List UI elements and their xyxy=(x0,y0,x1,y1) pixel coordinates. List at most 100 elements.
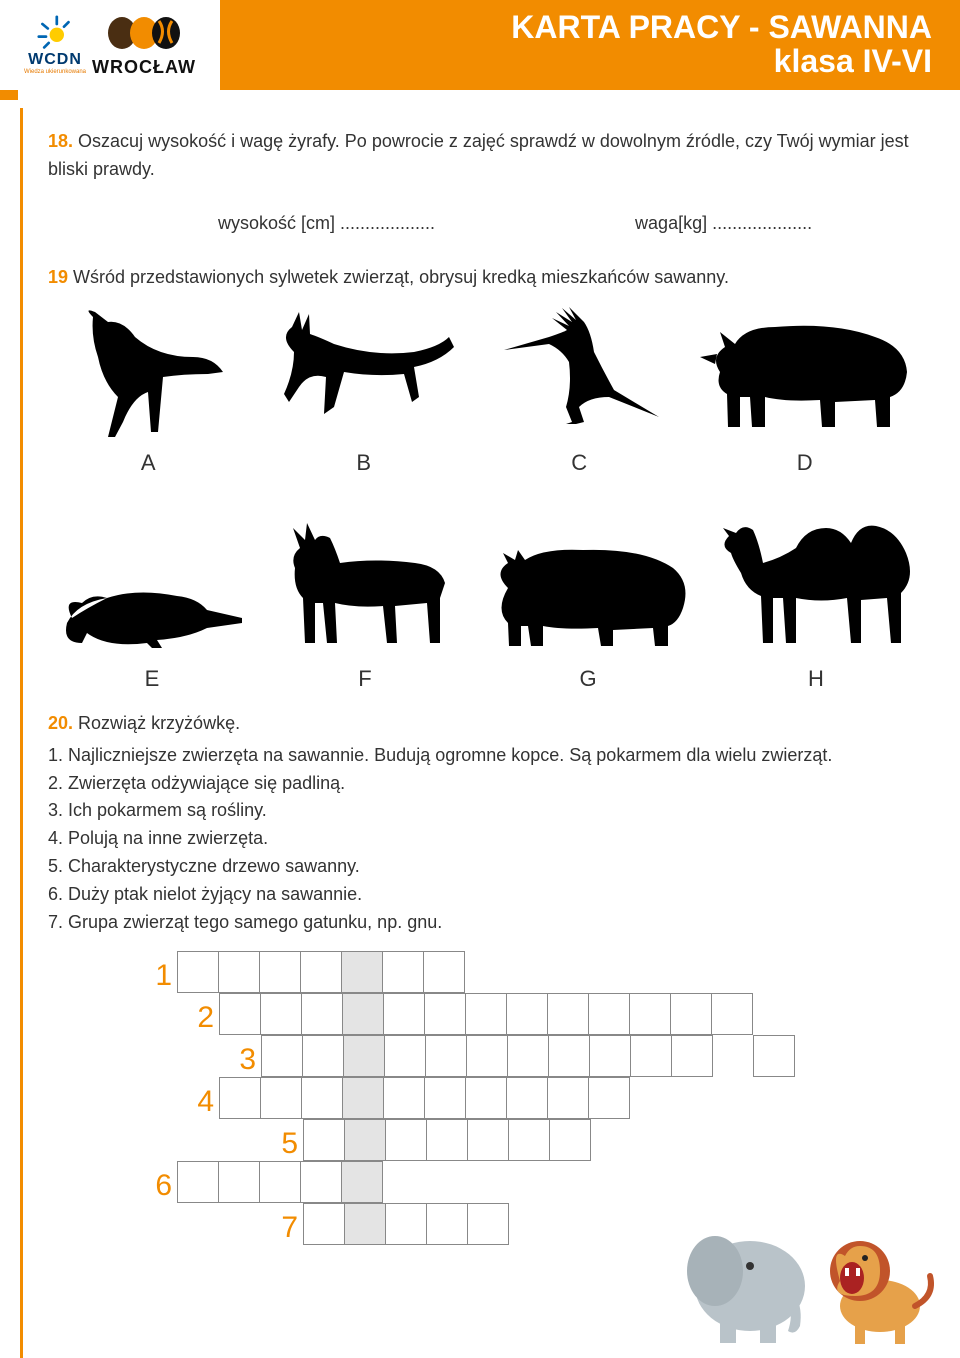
crossword-cell[interactable] xyxy=(385,1119,427,1161)
height-field[interactable]: wysokość [cm] ................... xyxy=(218,210,435,238)
crossword-cell[interactable] xyxy=(384,1035,426,1077)
label-c: C xyxy=(494,446,664,480)
crossword-row-4[interactable]: 4 xyxy=(220,1077,630,1119)
crossword-cell[interactable] xyxy=(342,993,384,1035)
crossword-cell[interactable] xyxy=(589,1035,631,1077)
crossword-cell[interactable] xyxy=(425,1035,467,1077)
crossword-cell[interactable] xyxy=(507,1035,549,1077)
crossword-row-3[interactable]: 3 xyxy=(262,1035,795,1077)
crossword-cell[interactable] xyxy=(549,1119,591,1161)
crossword-cell[interactable] xyxy=(303,1119,345,1161)
crossword-num-4: 4 xyxy=(180,1079,214,1126)
crossword-cell[interactable] xyxy=(753,1035,795,1077)
accent-strip xyxy=(0,90,18,100)
crossword-cell[interactable] xyxy=(261,1035,303,1077)
crossword-cell[interactable] xyxy=(465,1077,507,1119)
crossword-cell[interactable] xyxy=(630,1035,672,1077)
question-19: 19 Wśród przedstawionych sylwetek zwierz… xyxy=(48,264,930,292)
crossword-cell[interactable] xyxy=(548,1035,590,1077)
crossword-cell[interactable] xyxy=(383,1077,425,1119)
crossword-cell[interactable] xyxy=(344,1203,386,1245)
animal-d[interactable]: D xyxy=(695,302,915,480)
label-h: H xyxy=(711,662,921,696)
crossword-cell[interactable] xyxy=(342,1077,384,1119)
crossword-cell[interactable] xyxy=(629,993,671,1035)
crossword-cell[interactable] xyxy=(426,1203,468,1245)
q18-number: 18. xyxy=(48,131,73,151)
crossword-cell[interactable] xyxy=(341,951,383,993)
rhino-silhouette xyxy=(695,302,915,442)
crossword-cell[interactable] xyxy=(385,1203,427,1245)
question-20: 20. Rozwiąż krzyżówkę. 1. Najliczniejsze… xyxy=(48,710,930,937)
crossword-cell[interactable] xyxy=(424,993,466,1035)
animal-c[interactable]: C xyxy=(494,302,664,480)
crossword-cell[interactable] xyxy=(466,1035,508,1077)
sun-icon xyxy=(37,15,73,51)
crossword-cell[interactable] xyxy=(383,993,425,1035)
measure-fields: wysokość [cm] ................... waga[k… xyxy=(48,210,930,238)
crossword-cell[interactable] xyxy=(547,1077,589,1119)
clue-4: 4. Polują na inne zwierzęta. xyxy=(48,825,930,853)
crossword-row-2[interactable]: 2 xyxy=(220,993,753,1035)
zebra-silhouette xyxy=(265,508,465,658)
crossword-cell[interactable] xyxy=(300,1161,342,1203)
label-g: G xyxy=(483,662,693,696)
crossword-cell[interactable] xyxy=(343,1035,385,1077)
crossword-cell[interactable] xyxy=(300,951,342,993)
crossword-cell[interactable] xyxy=(301,1077,343,1119)
label-f: F xyxy=(265,662,465,696)
crossword-cell[interactable] xyxy=(177,1161,219,1203)
crossword-cell[interactable] xyxy=(508,1119,550,1161)
crossword-cell[interactable] xyxy=(547,993,589,1035)
crossword-row-5[interactable]: 5 xyxy=(304,1119,591,1161)
crossword-cell[interactable] xyxy=(260,1077,302,1119)
crossword-cell[interactable] xyxy=(259,951,301,993)
zoo-label: WROCŁAW xyxy=(92,57,196,78)
crossword-cell[interactable] xyxy=(303,1203,345,1245)
crossword-cell[interactable] xyxy=(218,951,260,993)
label-e: E xyxy=(57,662,247,696)
animal-f[interactable]: F xyxy=(265,508,465,696)
crossword-cell[interactable] xyxy=(382,951,424,993)
crossword-cell[interactable] xyxy=(218,1161,260,1203)
left-accent-bar xyxy=(20,108,23,1358)
corner-illustration xyxy=(680,1186,940,1346)
animal-g[interactable]: G xyxy=(483,528,693,696)
crossword-cell[interactable] xyxy=(588,1077,630,1119)
crossword-cell[interactable] xyxy=(670,993,712,1035)
crossword-cell[interactable] xyxy=(506,993,548,1035)
crossword-cell[interactable] xyxy=(465,993,507,1035)
animal-e[interactable]: E xyxy=(57,548,247,696)
crossword-cell[interactable] xyxy=(424,1077,466,1119)
crossword-cell[interactable] xyxy=(302,1035,344,1077)
crossword-cell[interactable] xyxy=(259,1161,301,1203)
crossword-cell[interactable] xyxy=(467,1119,509,1161)
crossword-row-6[interactable]: 6 xyxy=(178,1161,383,1203)
animal-b[interactable]: B xyxy=(264,302,464,480)
crossword-cell[interactable] xyxy=(671,1035,713,1077)
crossword-cell[interactable] xyxy=(219,1077,261,1119)
crossword-cell[interactable] xyxy=(423,951,465,993)
weight-field[interactable]: waga[kg] .................... xyxy=(635,210,812,238)
animal-a[interactable]: A xyxy=(63,302,233,480)
crossword-cell[interactable] xyxy=(467,1203,509,1245)
crossword-num-2: 2 xyxy=(180,995,214,1042)
crossword-cell[interactable] xyxy=(341,1161,383,1203)
crossword-row-1[interactable]: 1 xyxy=(178,951,465,993)
crossword-cell[interactable] xyxy=(344,1119,386,1161)
crossword-cell[interactable] xyxy=(426,1119,468,1161)
crossword-cell[interactable] xyxy=(588,993,630,1035)
content-area: 18. Oszacuj wysokość i wagę żyrafy. Po p… xyxy=(0,90,960,1311)
zoo-icon xyxy=(104,13,184,57)
crossword-cell[interactable] xyxy=(301,993,343,1035)
crossword-cell[interactable] xyxy=(260,993,302,1035)
clue-list: 1. Najliczniejsze zwierzęta na sawannie.… xyxy=(48,742,930,937)
crossword-cell[interactable] xyxy=(177,951,219,993)
crossword-cell[interactable] xyxy=(219,993,261,1035)
crossword-cell[interactable] xyxy=(711,993,753,1035)
q20-title: Rozwiąż krzyżówkę. xyxy=(78,713,240,733)
elephant-cartoon-icon xyxy=(687,1236,805,1343)
animal-h[interactable]: H xyxy=(711,498,921,696)
crossword-row-7[interactable]: 7 xyxy=(304,1203,509,1245)
crossword-cell[interactable] xyxy=(506,1077,548,1119)
